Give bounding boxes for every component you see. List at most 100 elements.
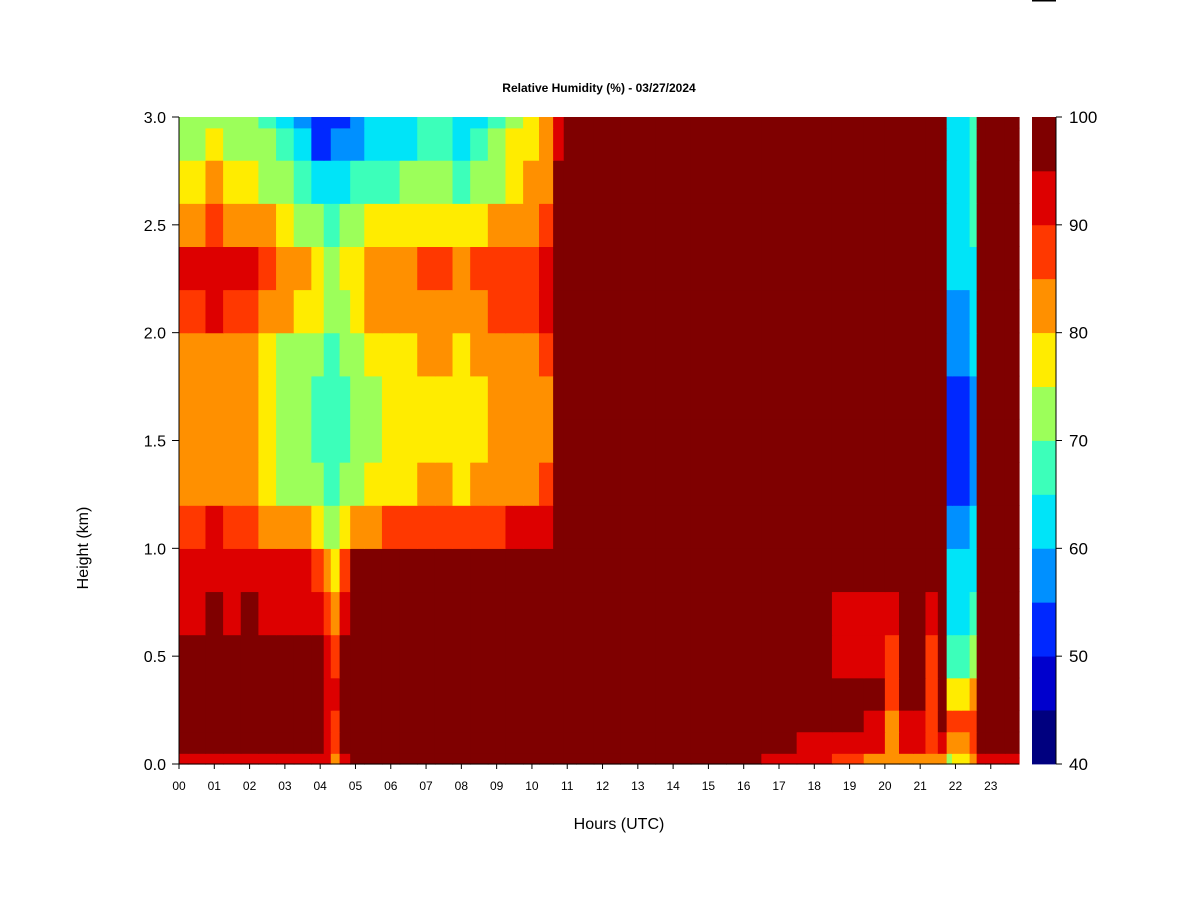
- heatmap-cell: [563, 677, 577, 711]
- heatmap-cell: [690, 246, 727, 291]
- heatmap-cell: [761, 160, 798, 204]
- heatmap-cell: [1004, 289, 1020, 334]
- heatmap-cell: [240, 246, 260, 291]
- heatmap-cell: [205, 505, 224, 549]
- heatmap-cell: [726, 127, 762, 161]
- heatmap-cell: [951, 591, 962, 636]
- heatmap-cell: [293, 289, 312, 334]
- heatmap-cell: [553, 677, 565, 711]
- heatmap-cell: [223, 462, 242, 506]
- heatmap-cell: [276, 160, 295, 204]
- heatmap-cell: [523, 591, 540, 636]
- heatmap-cell: [831, 462, 865, 506]
- colorbar-tick-label: 60: [1069, 539, 1088, 558]
- heatmap-cell: [539, 160, 554, 204]
- heatmap-cell: [796, 677, 833, 711]
- heatmap-cell: [523, 289, 540, 334]
- heatmap-cell: [960, 505, 971, 549]
- heatmap-cell: [913, 505, 927, 549]
- heatmap-cell: [470, 332, 489, 377]
- heatmap-cell: [553, 548, 565, 593]
- heatmap-cell: [350, 289, 365, 334]
- heatmap-cell: [593, 548, 621, 593]
- heatmap-cell: [899, 753, 914, 765]
- heatmap-cell: [381, 462, 401, 506]
- heatmap-cell: [223, 548, 242, 593]
- heatmap-cell: [350, 753, 365, 765]
- heatmap-cell: [553, 462, 565, 506]
- x-tick-label: 18: [808, 779, 822, 793]
- heatmap-cell: [576, 731, 595, 754]
- heatmap-cell: [293, 160, 312, 204]
- x-tick-label: 01: [208, 779, 222, 793]
- heatmap-cell: [690, 375, 727, 420]
- x-tick-label: 06: [384, 779, 398, 793]
- heatmap-cell: [969, 375, 978, 420]
- heatmap-cell: [655, 418, 692, 463]
- heatmap-cell: [620, 753, 657, 765]
- heatmap-cell: [258, 591, 277, 636]
- heatmap-cell: [487, 332, 507, 377]
- heatmap-cell: [946, 375, 953, 420]
- heatmap-cell: [951, 127, 962, 161]
- heatmap-cell: [976, 548, 987, 593]
- heatmap-cell: [985, 418, 1006, 463]
- heatmap-cell: [381, 591, 401, 636]
- heatmap-cell: [240, 505, 260, 549]
- heatmap-cell: [187, 753, 207, 765]
- heatmap-cell: [276, 462, 295, 506]
- heatmap-cell: [796, 127, 833, 161]
- heatmap-cell: [240, 634, 260, 679]
- heatmap-cell: [976, 117, 987, 129]
- heatmap-cell: [258, 710, 277, 733]
- heatmap-cell: [399, 677, 418, 711]
- heatmap-cell: [946, 677, 953, 711]
- heatmap-cell: [350, 117, 365, 129]
- heatmap-cell: [364, 731, 383, 754]
- heatmap-cell: [796, 246, 833, 291]
- heatmap-cell: [293, 677, 312, 711]
- heatmap-cell: [620, 375, 657, 420]
- heatmap-cell: [899, 462, 914, 506]
- heatmap-cell: [761, 505, 798, 549]
- heatmap-cell: [946, 117, 953, 129]
- heatmap-cell: [976, 160, 987, 204]
- heatmap-cell: [690, 731, 727, 754]
- heatmap-cell: [452, 203, 471, 247]
- heatmap-cell: [223, 289, 242, 334]
- heatmap-cell: [434, 591, 454, 636]
- heatmap-cell: [523, 634, 540, 679]
- heatmap-cell: [1004, 117, 1020, 129]
- heatmap-cell: [985, 127, 1006, 161]
- heatmap-cell: [1004, 634, 1020, 679]
- heatmap-cell: [899, 160, 914, 204]
- heatmap-cell: [925, 375, 939, 420]
- heatmap-cell: [969, 117, 978, 129]
- heatmap-cell: [523, 246, 540, 291]
- heatmap-cell: [951, 160, 962, 204]
- heatmap-cell: [563, 591, 577, 636]
- heatmap-cell: [539, 548, 554, 593]
- heatmap-cell: [323, 462, 332, 506]
- heatmap-cell: [179, 548, 189, 593]
- heatmap-cell: [240, 160, 260, 204]
- heatmap-cell: [339, 160, 351, 204]
- heatmap-cell: [913, 375, 927, 420]
- heatmap-cell: [960, 548, 971, 593]
- heatmap-cell: [899, 246, 914, 291]
- x-tick-label: 03: [278, 779, 292, 793]
- heatmap-cell: [311, 462, 325, 506]
- heatmap-cell: [311, 289, 325, 334]
- heatmap-cell: [884, 505, 900, 549]
- colorbar-segment: [1032, 440, 1056, 495]
- heatmap-cell: [323, 246, 332, 291]
- heatmap-cell: [925, 246, 939, 291]
- heatmap-cell: [1004, 753, 1020, 765]
- heatmap-cell: [761, 289, 798, 334]
- heatmap-cell: [539, 677, 554, 711]
- heatmap-cell: [452, 160, 471, 204]
- heatmap-cell: [452, 753, 471, 765]
- heatmap-cell: [399, 418, 418, 463]
- heatmap-cell: [563, 289, 577, 334]
